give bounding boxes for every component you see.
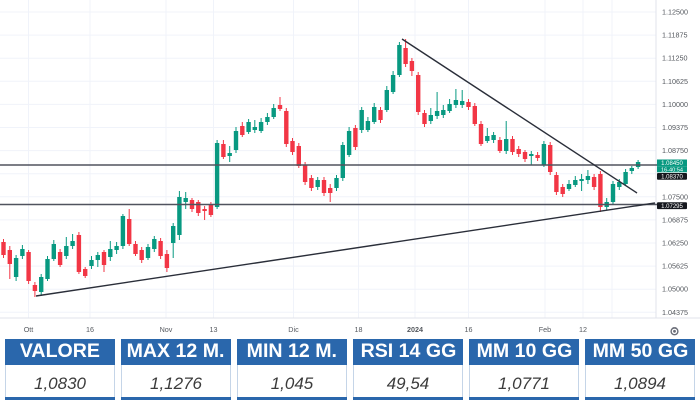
svg-text:Feb: Feb — [539, 325, 551, 334]
svg-text:16-40:54: 16-40:54 — [661, 168, 683, 174]
svg-text:Dic: Dic — [288, 325, 299, 334]
svg-text:1.10625: 1.10625 — [662, 77, 688, 86]
svg-text:1.12500: 1.12500 — [662, 8, 688, 17]
svg-text:1.08370: 1.08370 — [661, 175, 683, 181]
svg-text:12: 12 — [579, 325, 587, 334]
svg-text:16: 16 — [465, 325, 473, 334]
svg-text:1.05625: 1.05625 — [662, 262, 688, 271]
svg-text:1.11250: 1.11250 — [662, 54, 687, 63]
svg-text:1.04375: 1.04375 — [662, 308, 688, 317]
svg-text:2024: 2024 — [407, 325, 423, 334]
svg-text:Nov: Nov — [160, 325, 173, 334]
svg-text:1.09375: 1.09375 — [662, 123, 688, 132]
svg-text:18: 18 — [355, 325, 363, 334]
svg-text:1.06250: 1.06250 — [662, 239, 688, 248]
svg-text:1.08450: 1.08450 — [661, 161, 683, 167]
svg-text:1.07500: 1.07500 — [662, 192, 688, 201]
svg-text:13: 13 — [210, 325, 218, 334]
svg-text:1.05000: 1.05000 — [662, 285, 688, 294]
svg-text:Ott: Ott — [24, 325, 34, 334]
svg-text:16: 16 — [86, 325, 94, 334]
svg-text:1.08750: 1.08750 — [662, 146, 688, 155]
svg-text:1.10000: 1.10000 — [662, 100, 688, 109]
svg-text:1.06875: 1.06875 — [662, 215, 688, 224]
svg-text:1.11875: 1.11875 — [662, 31, 687, 40]
svg-text:1.07295: 1.07295 — [661, 204, 683, 210]
